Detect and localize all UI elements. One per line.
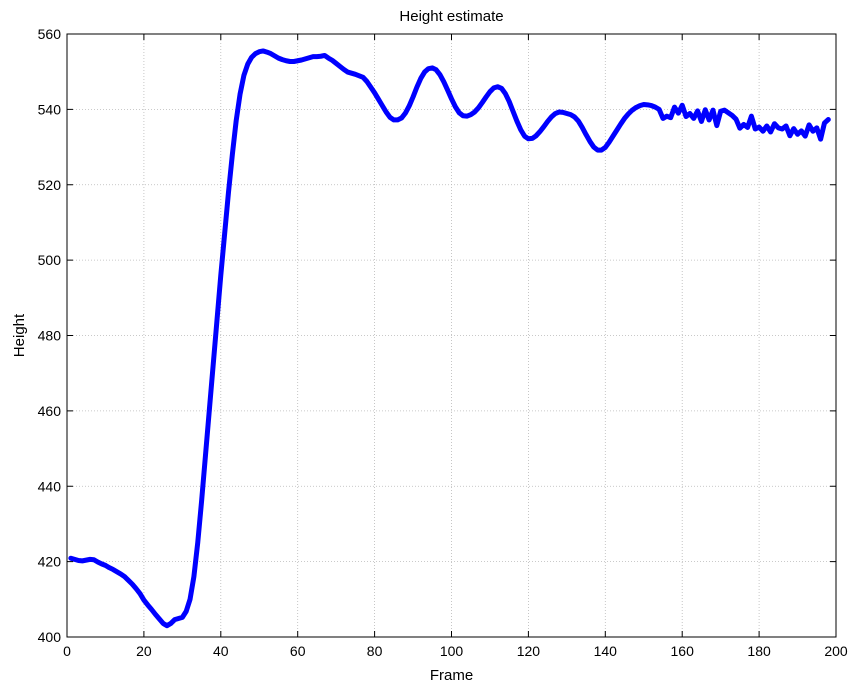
chart-title: Height estimate	[399, 8, 503, 25]
series-line-0	[68, 48, 831, 629]
y-tick-label: 500	[38, 252, 62, 268]
y-tick-label: 420	[38, 554, 62, 570]
grid-layer	[67, 34, 836, 637]
y-tick-label: 400	[38, 629, 62, 645]
tick-layer	[66, 33, 837, 638]
y-tick-label: 440	[38, 478, 62, 494]
x-axis-label: Frame	[430, 667, 473, 684]
y-tick-label: 560	[38, 26, 62, 42]
y-tick-labels: 400 420 440 460 480 500 520 540 560	[38, 26, 62, 645]
series-layer	[68, 48, 831, 629]
y-tick-label: 520	[38, 177, 62, 193]
x-tick-label: 140	[594, 643, 618, 659]
y-axis-label: Height	[11, 313, 28, 357]
x-tick-label: 180	[747, 643, 771, 659]
x-tick-label: 40	[213, 643, 229, 659]
y-tick-label: 460	[38, 403, 62, 419]
x-tick-label: 160	[671, 643, 695, 659]
x-tick-label: 100	[440, 643, 464, 659]
x-tick-label: 120	[517, 643, 541, 659]
x-tick-labels: 0 20 40 60 80 100 120 140 160 180 200	[63, 643, 848, 659]
x-tick-label: 60	[290, 643, 306, 659]
x-tick-label: 0	[63, 643, 71, 659]
y-tick-label: 540	[38, 101, 62, 117]
x-tick-label: 200	[824, 643, 848, 659]
x-tick-label: 20	[136, 643, 152, 659]
y-tick-label: 480	[38, 328, 62, 344]
x-tick-label: 80	[367, 643, 383, 659]
